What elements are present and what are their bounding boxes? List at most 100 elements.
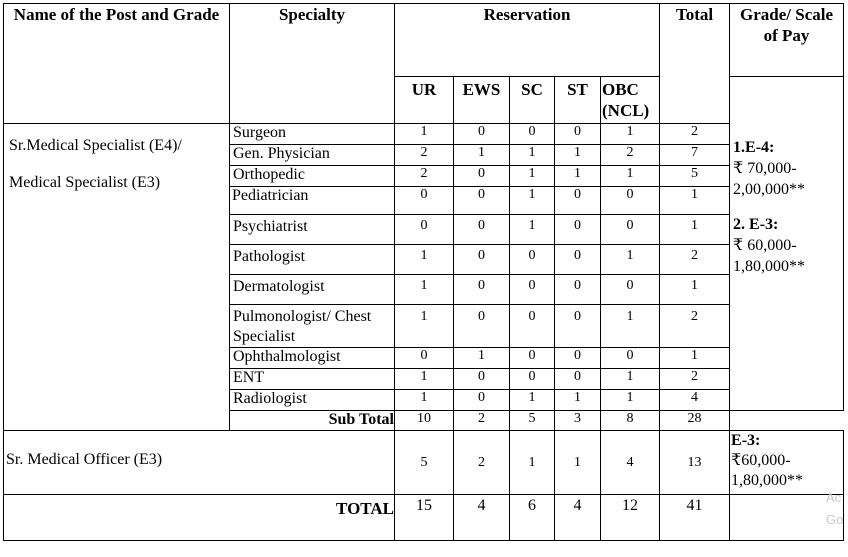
specialty-cell: Dermatologist <box>229 274 395 305</box>
subtotal-label: Sub Total <box>229 410 395 431</box>
obc-cell: 0 <box>599 274 661 305</box>
vacancy-table: Name of the Post and Grade Specialty Res… <box>3 3 845 541</box>
group2-ur: 5 <box>394 430 454 495</box>
total-cell: 2 <box>659 123 731 145</box>
total-cell: 4 <box>659 389 731 411</box>
ur-cell: 0 <box>394 186 454 215</box>
total-pay-empty <box>729 494 845 541</box>
ur-cell: 0 <box>394 214 454 245</box>
specialty-cell: ENT <box>229 368 395 390</box>
ur-cell: 1 <box>394 368 454 390</box>
ews-cell: 0 <box>453 186 510 215</box>
st-cell: 1 <box>554 389 601 411</box>
total-cell: 2 <box>659 368 731 390</box>
st-cell: 0 <box>554 368 601 390</box>
subtotal-st: 3 <box>554 410 601 431</box>
header-ur: UR <box>394 76 454 124</box>
sc-cell: 1 <box>509 389 555 411</box>
obc-cell: 0 <box>599 347 661 369</box>
ur-cell: 1 <box>394 244 454 275</box>
specialty-cell: Surgeon <box>229 123 395 145</box>
ews-cell: 1 <box>453 144 510 166</box>
obc-cell: 1 <box>599 368 661 390</box>
total-obc: 12 <box>599 494 661 541</box>
st-cell: 1 <box>554 144 601 166</box>
group2-ews: 2 <box>453 430 510 495</box>
st-cell: 0 <box>554 186 601 215</box>
sc-cell: 1 <box>509 165 555 187</box>
specialty-cell: Radiologist <box>229 389 395 411</box>
header-obc: OBC (NCL) <box>599 76 661 124</box>
obc-cell: 0 <box>599 214 661 245</box>
subtotal-sc: 5 <box>509 410 555 431</box>
sc-cell: 0 <box>509 304 555 348</box>
total-st: 4 <box>554 494 601 541</box>
group2-total: 13 <box>659 430 731 495</box>
sc-cell: 0 <box>509 274 555 305</box>
pay-scale-group2: E-3: ₹60,000-1,80,000** <box>729 430 845 495</box>
total-sc: 6 <box>509 494 555 541</box>
specialty-cell: Orthopedic <box>229 165 395 187</box>
ur-cell: 1 <box>394 389 454 411</box>
post-group2: Sr. Medical Officer (E3) <box>3 430 395 495</box>
st-cell: 0 <box>554 244 601 275</box>
total-label: TOTAL <box>3 494 395 541</box>
ur-cell: 1 <box>394 274 454 305</box>
total-cell: 1 <box>659 214 731 245</box>
sc-cell: 1 <box>509 214 555 245</box>
pay-group2-label: E-3: <box>731 432 761 449</box>
header-specialty: Specialty <box>229 3 395 124</box>
ews-cell: 0 <box>453 244 510 275</box>
sc-cell: 0 <box>509 244 555 275</box>
sc-cell: 1 <box>509 186 555 215</box>
ews-cell: 0 <box>453 389 510 411</box>
group2-obc: 4 <box>599 430 661 495</box>
specialty-cell: Gen. Physician <box>229 144 395 166</box>
pay-e3-value: ₹ 60,000-1,80,000** <box>733 237 806 275</box>
subtotal-ews: 2 <box>453 410 510 431</box>
ews-cell: 0 <box>453 165 510 187</box>
obc-cell: 2 <box>599 144 661 166</box>
subtotal-total: 28 <box>659 410 731 431</box>
ews-cell: 0 <box>453 304 510 348</box>
pay-group2-value: ₹60,000-1,80,000** <box>731 452 804 489</box>
subtotal-obc: 8 <box>599 410 661 431</box>
obc-cell: 1 <box>599 389 661 411</box>
st-cell: 0 <box>554 214 601 245</box>
total-ur: 15 <box>394 494 454 541</box>
ews-cell: 0 <box>453 368 510 390</box>
st-cell: 0 <box>554 274 601 305</box>
ur-cell: 1 <box>394 304 454 348</box>
sc-cell: 1 <box>509 144 555 166</box>
total-cell: 2 <box>659 304 731 348</box>
sc-cell: 0 <box>509 347 555 369</box>
specialty-cell: Ophthalmologist <box>229 347 395 369</box>
obc-cell: 1 <box>599 244 661 275</box>
specialty-cell: Pathologist <box>229 244 395 275</box>
total-ews: 4 <box>453 494 510 541</box>
specialty-cell: Pulmonologist/ Chest Specialist <box>229 304 395 348</box>
ur-cell: 2 <box>394 165 454 187</box>
header-post: Name of the Post and Grade <box>3 3 230 124</box>
pay-e4-label: 1.E-4: <box>733 139 775 156</box>
specialty-cell: Pediatrician <box>229 186 395 215</box>
header-ews: EWS <box>453 76 510 124</box>
total-cell: 2 <box>659 244 731 275</box>
obc-cell: 0 <box>599 186 661 215</box>
pay-e3-label: 2. E-3: <box>733 216 779 233</box>
obc-cell: 1 <box>599 304 661 348</box>
group2-st: 1 <box>554 430 601 495</box>
total-cell: 7 <box>659 144 731 166</box>
subtotal-ur: 10 <box>394 410 454 431</box>
specialty-cell: Psychiatrist <box>229 214 395 245</box>
ews-cell: 0 <box>453 214 510 245</box>
header-reservation: Reservation <box>393 3 661 77</box>
st-cell: 1 <box>554 165 601 187</box>
watermark-line1: Ac <box>826 490 842 505</box>
header-sc: SC <box>509 76 555 124</box>
total-cell: 1 <box>659 186 731 215</box>
header-st: ST <box>554 76 601 124</box>
pay-e4-value: ₹ 70,000-2,00,000** <box>733 160 806 198</box>
ur-cell: 1 <box>394 123 454 145</box>
sc-cell: 0 <box>509 368 555 390</box>
